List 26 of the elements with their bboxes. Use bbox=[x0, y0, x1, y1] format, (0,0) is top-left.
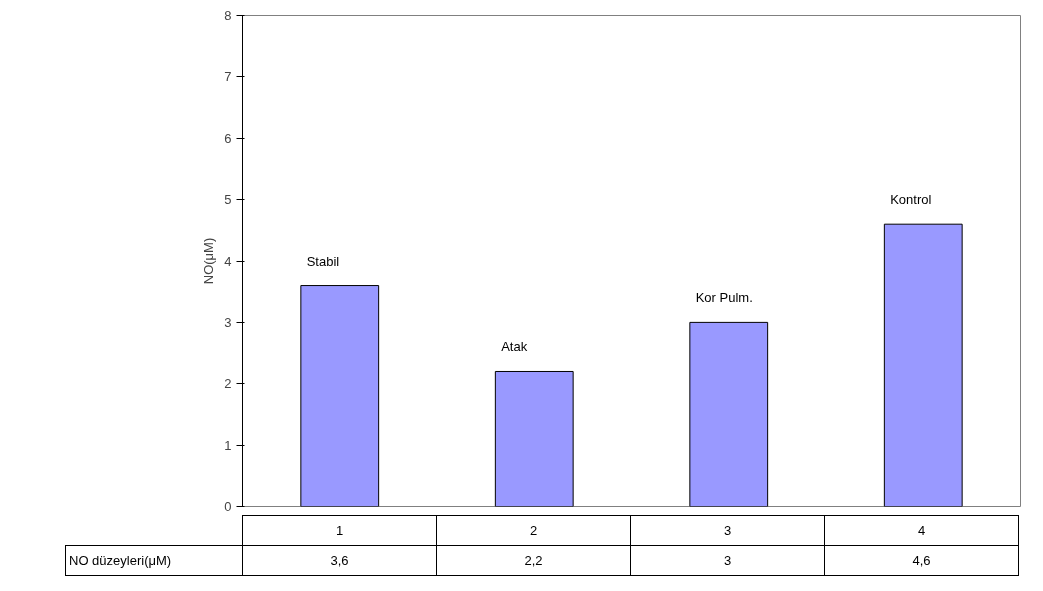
annotation: Stabil bbox=[306, 253, 340, 269]
y-tick-label: 0 bbox=[224, 499, 232, 514]
y-tick-label: 6 bbox=[224, 130, 232, 146]
y-tick-label: 2 bbox=[224, 376, 232, 392]
data-label: 2,2 bbox=[436, 545, 631, 576]
data-label: 4,6 bbox=[824, 545, 1019, 576]
data-label: 3,6 bbox=[242, 545, 437, 576]
annotation: Atak bbox=[501, 339, 528, 355]
bar bbox=[689, 321, 769, 507]
bar bbox=[494, 370, 574, 507]
x-tick-label: 4 bbox=[824, 515, 1019, 546]
x-tick-label: 2 bbox=[436, 515, 631, 546]
x-tick-label: 3 bbox=[630, 515, 825, 546]
data-label: 3 bbox=[630, 545, 825, 576]
y-tick-label: 4 bbox=[224, 253, 232, 269]
annotation: Kor Pulm. bbox=[695, 290, 753, 306]
y-tick-label: 3 bbox=[224, 314, 232, 330]
y-axis-title: NO(μM) bbox=[201, 237, 217, 285]
y-tick-label: 1 bbox=[224, 437, 232, 453]
y-tick-label: 7 bbox=[224, 69, 232, 85]
annotation: Kontrol bbox=[890, 192, 932, 208]
bar bbox=[883, 223, 963, 507]
bar bbox=[300, 285, 380, 507]
y-tick-label: 8 bbox=[224, 8, 232, 23]
text: NO düzeyleri(μM) bbox=[65, 545, 243, 576]
y-tick-label: 5 bbox=[224, 192, 232, 208]
